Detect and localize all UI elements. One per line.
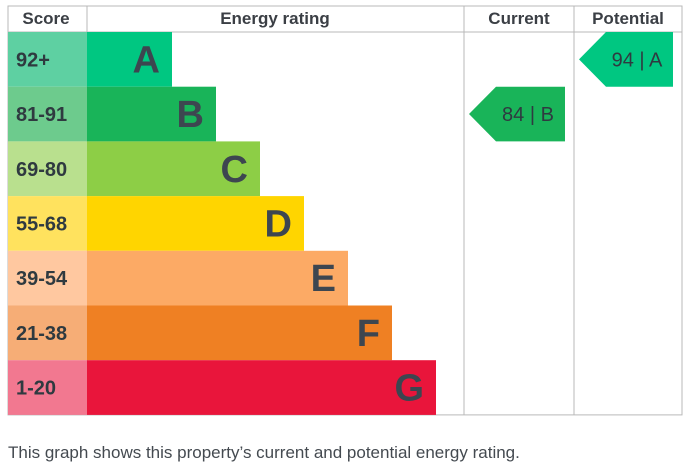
rating-bar-f: [87, 305, 392, 361]
score-cell-e: [8, 250, 87, 306]
rating-bar-b: [87, 86, 216, 142]
score-label-e: 39-54: [16, 268, 68, 290]
rating-letter-g: G: [394, 368, 424, 410]
rating-letter-b: B: [177, 94, 204, 136]
rating-bar-d: [87, 196, 304, 251]
rating-letter-d: D: [265, 203, 292, 245]
score-label-f: 21-38: [16, 323, 67, 345]
score-cell-g: [8, 360, 87, 415]
score-label-d: 55-68: [16, 213, 67, 235]
score-cell-c: [8, 141, 87, 197]
potential-arrow: [579, 32, 673, 87]
rating-bar-e: [87, 250, 348, 306]
score-cell-a: [8, 32, 87, 87]
chart-caption: This graph shows this property’s current…: [8, 443, 520, 462]
header-potential: Potential: [592, 9, 664, 28]
score-label-b: 81-91: [16, 104, 67, 126]
current-arrow: [469, 86, 565, 142]
score-label-a: 92+: [16, 49, 50, 71]
current-rating-label: 84 | B: [502, 104, 554, 126]
score-cell-f: [8, 305, 87, 361]
header-energy-rating: Energy rating: [220, 9, 330, 28]
rating-letter-a: A: [133, 39, 160, 81]
score-cell-d: [8, 196, 87, 251]
table-header: Score Energy rating Current Potential: [22, 9, 664, 28]
score-cell-b: [8, 86, 87, 142]
header-current: Current: [488, 9, 550, 28]
potential-rating-label: 94 | A: [612, 49, 663, 71]
rating-bar-a: [87, 32, 172, 87]
rating-bands: 92+ A 81-91 B 69-80 C 55-68 D 39-54 E 21-38 F 1-20 G: [8, 32, 436, 415]
score-label-g: 1-20: [16, 378, 56, 400]
energy-rating-chart: Score Energy rating Current Potential 92…: [7, 5, 683, 416]
rating-letter-c: C: [221, 149, 248, 191]
rating-bar-c: [87, 141, 260, 197]
rating-bar-g: [87, 360, 436, 415]
rating-arrows: 84 | B 94 | A: [469, 32, 673, 142]
header-score: Score: [22, 9, 69, 28]
rating-letter-f: F: [357, 313, 380, 355]
rating-letter-e: E: [311, 258, 336, 300]
score-label-c: 69-80: [16, 159, 67, 181]
